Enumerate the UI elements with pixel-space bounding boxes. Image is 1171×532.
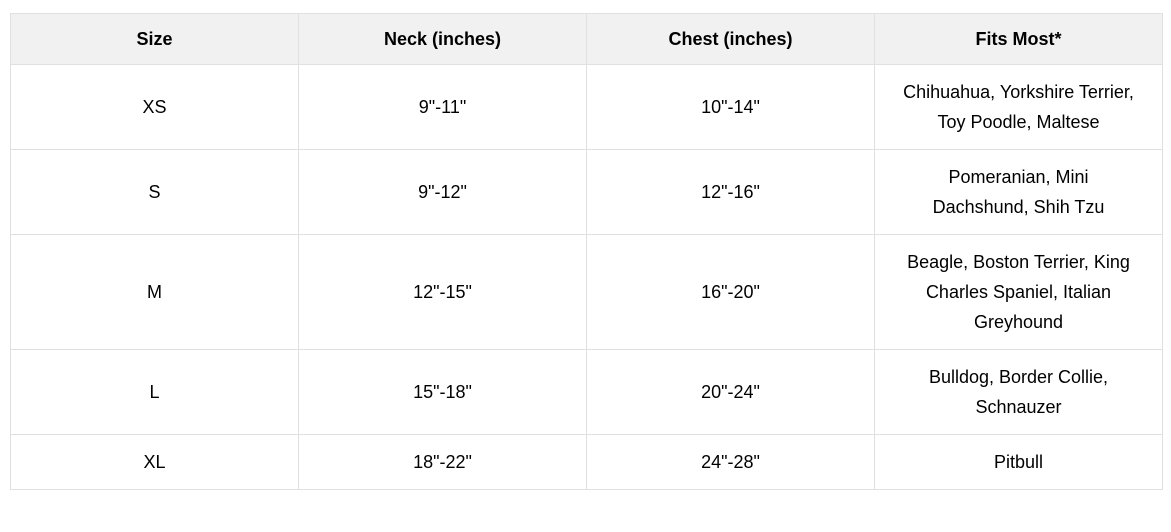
cell-size: S [10, 149, 299, 235]
cell-neck: 15"-18" [298, 349, 587, 435]
table-row: M 12"-15" 16"-20" Beagle, Boston Terrier… [10, 234, 1163, 350]
cell-size: M [10, 234, 299, 350]
table-row: XL 18"-22" 24"-28" Pitbull [10, 434, 1163, 490]
cell-neck: 12"-15" [298, 234, 587, 350]
column-header-fits-most: Fits Most* [874, 13, 1163, 65]
cell-size: XL [10, 434, 299, 490]
table-row: L 15"-18" 20"-24" Bulldog, Border Collie… [10, 349, 1163, 435]
cell-size: XS [10, 64, 299, 150]
cell-chest: 20"-24" [586, 349, 875, 435]
cell-chest: 10"-14" [586, 64, 875, 150]
cell-fits-most: Bulldog, Border Collie, Schnauzer [874, 349, 1163, 435]
cell-chest: 16"-20" [586, 234, 875, 350]
cell-neck: 9"-11" [298, 64, 587, 150]
cell-fits-most: Chihuahua, Yorkshire Terrier, Toy Poodle… [874, 64, 1163, 150]
cell-fits-most: Pomeranian, Mini Dachshund, Shih Tzu [874, 149, 1163, 235]
cell-size: L [10, 349, 299, 435]
column-header-size: Size [10, 13, 299, 65]
column-header-chest: Chest (inches) [586, 13, 875, 65]
table-row: S 9"-12" 12"-16" Pomeranian, Mini Dachsh… [10, 149, 1163, 235]
cell-chest: 12"-16" [586, 149, 875, 235]
cell-neck: 9"-12" [298, 149, 587, 235]
cell-fits-most: Pitbull [874, 434, 1163, 490]
column-header-neck: Neck (inches) [298, 13, 587, 65]
cell-neck: 18"-22" [298, 434, 587, 490]
header-row: Size Neck (inches) Chest (inches) Fits M… [10, 13, 1163, 65]
cell-fits-most: Beagle, Boston Terrier, King Charles Spa… [874, 234, 1163, 350]
size-chart-table: Size Neck (inches) Chest (inches) Fits M… [10, 13, 1163, 490]
cell-chest: 24"-28" [586, 434, 875, 490]
table-row: XS 9"-11" 10"-14" Chihuahua, Yorkshire T… [10, 64, 1163, 150]
